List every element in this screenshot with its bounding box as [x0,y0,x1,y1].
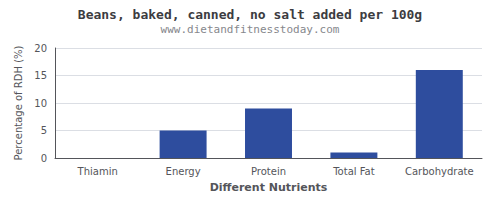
svg-text:Energy: Energy [166,166,201,177]
svg-text:Beans, baked, canned, no salt: Beans, baked, canned, no salt added per … [78,7,422,22]
svg-text:10: 10 [34,98,47,109]
svg-text:Protein: Protein [251,166,286,177]
svg-text:5: 5 [41,125,47,136]
svg-text:20: 20 [34,43,47,54]
svg-text:Different Nutrients: Different Nutrients [210,181,328,194]
svg-text:Total Fat: Total Fat [332,166,374,177]
svg-text:15: 15 [34,70,47,81]
svg-text:0: 0 [41,153,47,164]
svg-text:Percentage of RDH (%): Percentage of RDH (%) [13,45,24,160]
svg-text:Carbohydrate: Carbohydrate [405,166,474,177]
svg-text:Thiamin: Thiamin [77,166,118,177]
svg-text:www.dietandfitnesstoday.com: www.dietandfitnesstoday.com [161,23,340,36]
